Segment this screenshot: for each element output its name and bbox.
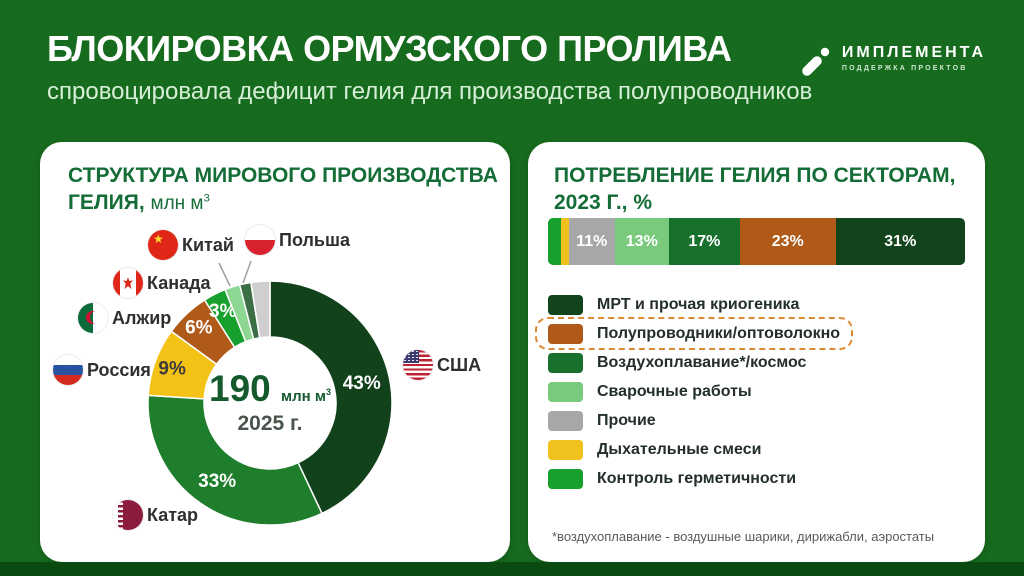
legend-swatch bbox=[548, 468, 583, 489]
country-label-usa: США bbox=[437, 355, 482, 375]
legend-item-Дыхательные смеси: Дыхательные смеси bbox=[548, 439, 840, 460]
legend-item-Прочие: Прочие bbox=[548, 410, 840, 431]
production-card-title: СТРУКТУРА МИРОВОГО ПРОИЗВОДСТВА ГЕЛИЯ, м… bbox=[68, 164, 498, 215]
country-label-qatar: Катар bbox=[147, 505, 199, 525]
flag-qatar-icon bbox=[113, 500, 143, 530]
legend-label: Воздухоплавание*/космос bbox=[597, 353, 807, 371]
leader-line-poland bbox=[242, 260, 252, 284]
bar-pct-label: 23% bbox=[771, 232, 804, 250]
legend-item-Полупроводники/оптоволокно: Полупроводники/оптоволокно bbox=[535, 317, 854, 350]
bar-segment-МРТ и прочая криогеника: 31% bbox=[835, 218, 965, 265]
legend-swatch bbox=[548, 410, 583, 431]
page-subtitle: спровоцировала дефицит гелия для произво… bbox=[47, 78, 813, 105]
footer-strip bbox=[0, 562, 1024, 576]
donut-pct-label-Россия: 9% bbox=[158, 358, 186, 379]
legend-swatch bbox=[548, 352, 583, 373]
donut-pct-label-США: 43% bbox=[343, 373, 381, 394]
molecule-icon bbox=[799, 44, 833, 78]
legend-label: Полупроводники/оптоволокно bbox=[597, 324, 841, 342]
flag-usa-icon bbox=[403, 350, 433, 380]
page-title: БЛОКИРОВКА ОРМУЗСКОГО ПРОЛИВА bbox=[47, 28, 732, 69]
donut-pct-label-Алжир: 6% bbox=[185, 318, 213, 339]
country-label-china: Китай bbox=[182, 235, 234, 255]
bar-segment-Контроль герметичности bbox=[548, 218, 561, 265]
legend-label: МРТ и прочая криогеника bbox=[597, 295, 800, 313]
consumption-legend: МРТ и прочая криогеника Полупроводники/оп… bbox=[535, 294, 854, 489]
legend-item-Контроль герметичности: Контроль герметичности bbox=[548, 468, 840, 489]
donut-pct-label-Катар: 33% bbox=[198, 471, 236, 492]
bar-pct-label: 13% bbox=[625, 232, 658, 250]
bar-segment-Дыхательные смеси bbox=[560, 218, 569, 265]
logo-name: ИМПЛЕМЕНТА bbox=[841, 44, 986, 61]
total-value: 190 bbox=[209, 368, 271, 409]
consumption-card-title: ПОТРЕБЛЕНИЕ ГЕЛИЯ ПО СЕКТОРАМ, 2023 Г., … bbox=[554, 164, 956, 215]
bar-segment-Прочие: 11% bbox=[568, 218, 615, 265]
legend-item-Воздухоплавание*/космос: Воздухоплавание*/космос bbox=[548, 352, 840, 373]
implementa-logo: ИМПЛЕМЕНТА ПОДДЕРЖКА ПРОЕКТОВ bbox=[799, 44, 986, 78]
production-card: СТРУКТУРА МИРОВОГО ПРОИЗВОДСТВА ГЕЛИЯ, м… bbox=[40, 142, 510, 562]
legend-label: Дыхательные смеси bbox=[597, 440, 762, 458]
footnote: *воздухоплавание - воздушные шарики, дир… bbox=[552, 529, 935, 544]
flag-canada-icon bbox=[113, 268, 143, 298]
bar-segment-Сварочные работы: 13% bbox=[614, 218, 669, 265]
legend-item-МРТ и прочая криогеника: МРТ и прочая криогеника bbox=[548, 294, 840, 315]
bar-pct-label: 31% bbox=[884, 232, 917, 250]
country-label-russia: Россия bbox=[87, 360, 151, 380]
country-label-algeria: Алжир bbox=[112, 308, 172, 328]
legend-label: Прочие bbox=[597, 411, 656, 429]
legend-swatch bbox=[548, 381, 583, 402]
legend-item-Сварочные работы: Сварочные работы bbox=[548, 381, 840, 402]
flag-poland-icon bbox=[245, 225, 275, 255]
country-label-canada: Канада bbox=[147, 273, 211, 293]
donut-pct-label-Канада: 3% bbox=[209, 301, 237, 322]
consumption-card: ПОТРЕБЛЕНИЕ ГЕЛИЯ ПО СЕКТОРАМ, 2023 Г., … bbox=[528, 142, 985, 562]
logo-tagline: ПОДДЕРЖКА ПРОЕКТОВ bbox=[841, 65, 968, 72]
legend-label: Сварочные работы bbox=[597, 382, 752, 400]
bar-segment-Полупроводники/оптоволокно: 23% bbox=[739, 218, 836, 265]
flag-russia-icon bbox=[53, 355, 83, 385]
donut-segment-США bbox=[269, 280, 393, 515]
leader-line-china bbox=[218, 262, 231, 287]
donut-segment-other bbox=[250, 280, 271, 339]
bar-segment-Воздухоплавание*/космос: 17% bbox=[668, 218, 740, 265]
legend-swatch bbox=[548, 294, 583, 315]
flag-china-icon bbox=[148, 230, 178, 260]
legend-label: Контроль герметичности bbox=[597, 469, 797, 487]
legend-swatch bbox=[548, 439, 583, 460]
bar-pct-label: 17% bbox=[688, 232, 721, 250]
donut-segment-Катар bbox=[147, 394, 323, 526]
flag-algeria-icon bbox=[78, 303, 108, 333]
header: БЛОКИРОВКА ОРМУЗСКОГО ПРОЛИВА спровоциро… bbox=[47, 28, 812, 106]
country-label-poland: Польша bbox=[279, 230, 350, 250]
helium-consumption-stacked-bar: 11% 13% 17% 23% 31% bbox=[548, 218, 965, 265]
helium-production-donut-chart: 43% 33% 9% 6%3% bbox=[147, 260, 393, 526]
bar-pct-label: 11% bbox=[576, 232, 608, 250]
forecast-year: 2025 г. bbox=[237, 411, 303, 435]
legend-swatch bbox=[548, 323, 583, 344]
donut-center-label: 190 млн м3 2025 г. bbox=[170, 368, 370, 436]
